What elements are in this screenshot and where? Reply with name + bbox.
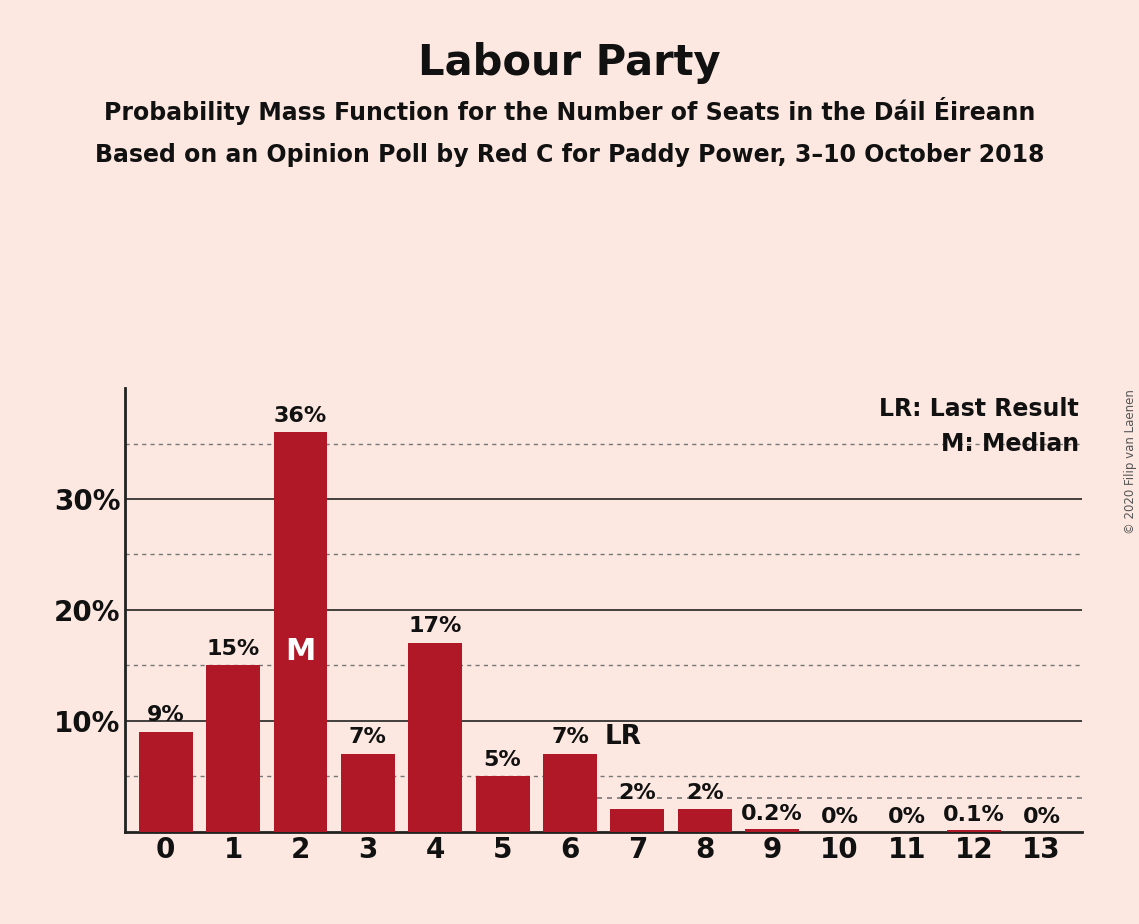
Text: 0%: 0% (820, 808, 859, 827)
Text: 2%: 2% (686, 783, 723, 803)
Text: LR: LR (605, 723, 642, 749)
Text: 0.1%: 0.1% (943, 805, 1006, 825)
Text: 7%: 7% (349, 727, 387, 748)
Text: 0%: 0% (888, 808, 926, 827)
Text: 7%: 7% (551, 727, 589, 748)
Bar (139, 732, 192, 832)
Bar (745, 830, 800, 832)
Text: 15%: 15% (206, 638, 260, 659)
Bar (341, 754, 395, 832)
Bar (408, 643, 462, 832)
Text: LR: Last Result: LR: Last Result (879, 397, 1079, 421)
Bar (476, 776, 530, 832)
Bar (611, 809, 664, 832)
Text: 9%: 9% (147, 705, 185, 725)
Bar (206, 665, 260, 832)
Text: 2%: 2% (618, 783, 656, 803)
Text: Based on an Opinion Poll by Red C for Paddy Power, 3–10 October 2018: Based on an Opinion Poll by Red C for Pa… (95, 143, 1044, 167)
Text: 0.2%: 0.2% (741, 804, 803, 824)
Bar (273, 432, 327, 832)
Text: 5%: 5% (484, 749, 522, 770)
Bar (678, 809, 731, 832)
Text: Labour Party: Labour Party (418, 42, 721, 83)
Text: M: Median: M: Median (941, 432, 1079, 456)
Text: 17%: 17% (409, 616, 462, 637)
Bar (948, 831, 1001, 832)
Text: 0%: 0% (1023, 808, 1060, 827)
Text: © 2020 Filip van Laenen: © 2020 Filip van Laenen (1124, 390, 1137, 534)
Text: Probability Mass Function for the Number of Seats in the Dáil Éireann: Probability Mass Function for the Number… (104, 97, 1035, 125)
Bar (543, 754, 597, 832)
Text: 36%: 36% (273, 406, 327, 426)
Text: M: M (285, 638, 316, 666)
